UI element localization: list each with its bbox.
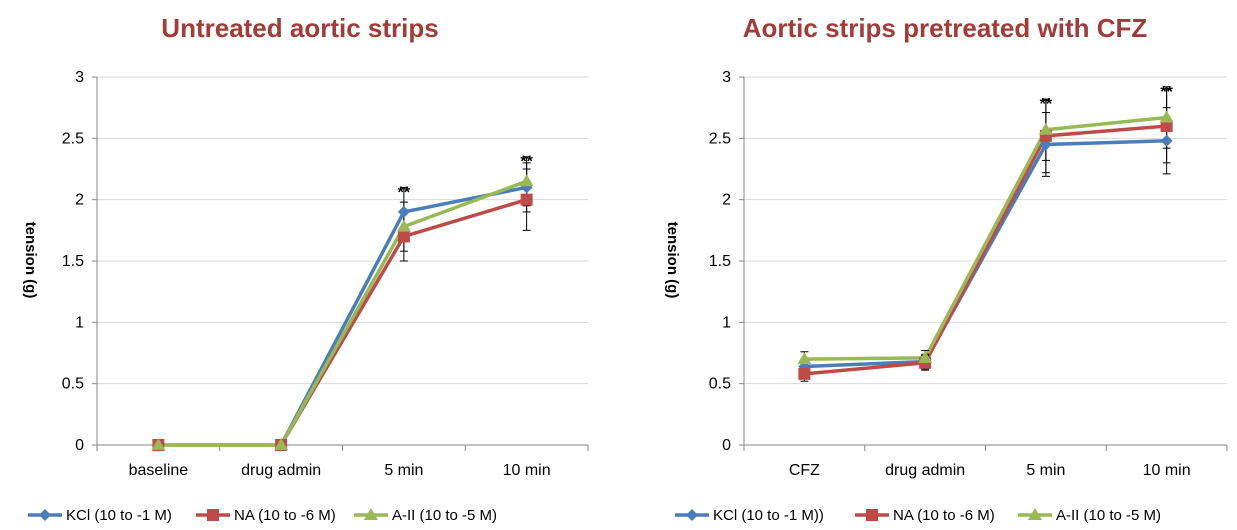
data-point: [520, 193, 533, 206]
y-axis-label: tension (g): [22, 222, 39, 299]
data-point: [798, 367, 811, 380]
x-tick-label: drug admin: [241, 462, 321, 479]
data-point: [797, 352, 812, 365]
y-tick-label: 1: [75, 314, 84, 331]
series-line: [804, 115, 1167, 361]
x-tick-label: 5 min: [1026, 462, 1065, 479]
data-point: [151, 438, 166, 450]
y-tick-label: 0.5: [709, 376, 731, 393]
series-line: [804, 124, 1167, 376]
chart-pretreated-cfz: Aortic strips pretreated with CFZ tensio…: [664, 13, 1228, 524]
legend: KCl (10 to -1 M)) NA (10 to -6 M) A-II (10…: [675, 507, 1161, 524]
chart-title: Aortic strips pretreated with CFZ: [743, 13, 1148, 43]
y-axis-label: tension (g): [664, 222, 681, 299]
y-tick-label: 2: [722, 192, 731, 209]
legend-label: KCl (10 to -1 M)): [713, 507, 824, 524]
chart-title: Untreated aortic strips: [161, 13, 438, 43]
legend-label: NA (10 to -6 M): [234, 507, 336, 524]
plot-area: 0 0.5 1 1.5 2 2.5 3 CFZ drug admin 5 min 10 min ** *…: [709, 69, 1228, 479]
legend-marker: [207, 509, 219, 521]
data-point: [1038, 122, 1053, 135]
x-tick-label: 10 min: [503, 462, 551, 479]
legend-label: KCl (10 to -1 M): [66, 507, 172, 524]
legend-label: A-II (10 to -5 M): [1056, 507, 1161, 524]
legend-marker: [686, 509, 698, 521]
data-point: [1160, 134, 1173, 147]
chart-untreated: Untreated aortic strips tension (g) 0 0.5…: [22, 13, 589, 524]
legend-marker: [364, 508, 378, 520]
data-point: [397, 205, 410, 218]
legend-label: NA (10 to -6 M): [893, 507, 995, 524]
data-point: [519, 174, 534, 187]
y-tick-label: 1: [722, 314, 731, 331]
data-point: [1159, 110, 1174, 123]
legend-marker: [866, 509, 878, 521]
data-point: [918, 350, 933, 363]
significance-label: **: [520, 154, 533, 171]
significance-label: **: [1160, 84, 1173, 101]
data-point: [396, 219, 411, 232]
data-point: [1160, 120, 1173, 133]
legend: KCl (10 to -1 M) NA (10 to -6 M) A-II (10 …: [28, 507, 497, 524]
y-tick-label: 2.5: [709, 130, 731, 147]
y-tick-label: 0.5: [62, 376, 84, 393]
y-tick-label: 2.5: [62, 130, 84, 147]
x-tick-label: baseline: [129, 462, 189, 479]
y-tick-label: 3: [722, 69, 731, 86]
data-point: [274, 438, 289, 450]
significance-label: **: [1040, 96, 1053, 113]
legend-label: A-II (10 to -5 M): [392, 507, 497, 524]
y-tick-label: 2: [75, 192, 84, 209]
x-tick-label: CFZ: [789, 462, 820, 479]
y-tick-label: 1.5: [709, 253, 731, 270]
x-tick-label: 10 min: [1143, 462, 1191, 479]
data-point: [397, 230, 410, 243]
y-tick-label: 3: [75, 69, 84, 86]
series-line: [804, 139, 1167, 369]
x-tick-label: 5 min: [384, 462, 423, 479]
x-tick-label: drug admin: [885, 462, 965, 479]
series-line: [158, 179, 528, 447]
significance-label: **: [398, 184, 411, 201]
y-tick-label: 0: [722, 437, 731, 454]
y-tick-label: 1.5: [62, 253, 84, 270]
legend-marker: [1028, 508, 1042, 520]
legend-marker: [39, 509, 51, 521]
plot-area: 0 0.5 1 1.5 2 2.5 3 baseline drug admin 5 min 10 m…: [62, 69, 589, 479]
y-tick-label: 0: [75, 437, 84, 454]
